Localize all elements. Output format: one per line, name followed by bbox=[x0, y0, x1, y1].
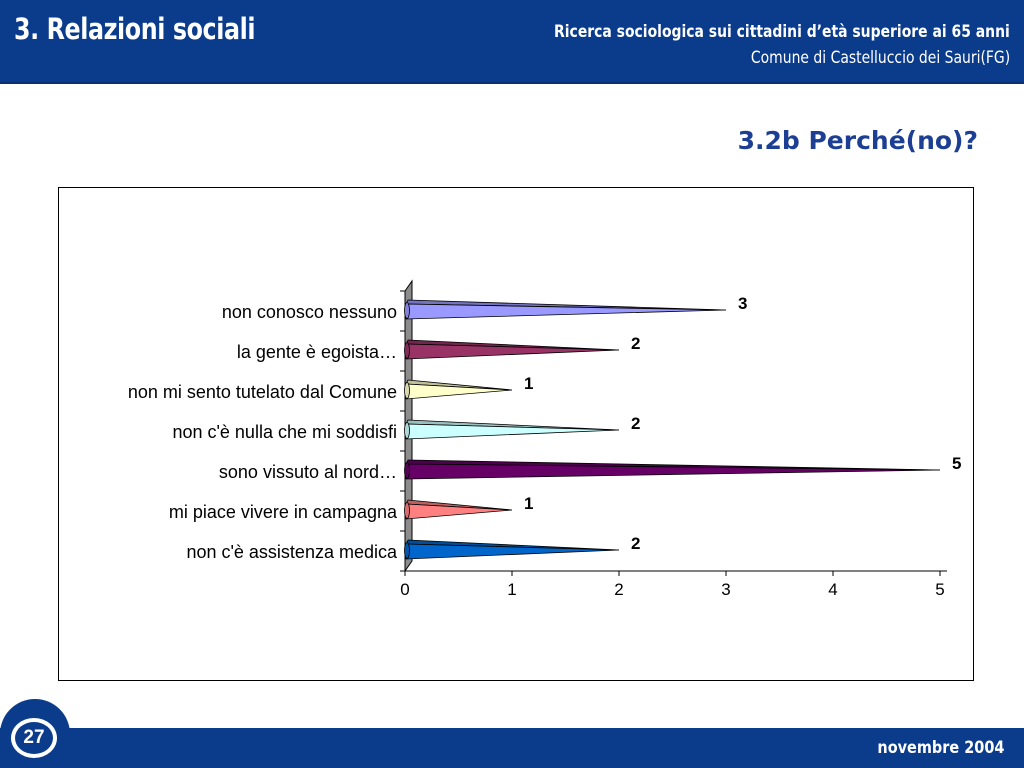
category-label: non mi sento tutelato dal Comune bbox=[128, 382, 397, 402]
x-tick-label: 1 bbox=[507, 580, 516, 599]
bar-base bbox=[404, 462, 410, 479]
x-tick-label: 4 bbox=[828, 580, 837, 599]
data-label: 1 bbox=[524, 374, 533, 393]
bar-base bbox=[404, 342, 410, 359]
footer-bar: novembre 2004 bbox=[0, 728, 1024, 768]
bar-base bbox=[404, 502, 410, 519]
category-label: sono vissuto al nord… bbox=[219, 462, 397, 482]
bar-base bbox=[404, 382, 410, 399]
category-label: non c'è nulla che mi soddisfi bbox=[172, 422, 397, 442]
data-label: 1 bbox=[524, 494, 533, 513]
data-label: 5 bbox=[952, 454, 961, 473]
category-label: non conosco nessuno bbox=[222, 302, 397, 322]
bar-base bbox=[404, 542, 410, 559]
x-tick-label: 5 bbox=[935, 580, 944, 599]
x-tick-label: 0 bbox=[400, 580, 409, 599]
bar-chart: 0 1 2 3 4 5 non conosco nessuno 3 la gente è ego… bbox=[128, 279, 961, 599]
data-label: 2 bbox=[631, 334, 640, 353]
header-subtitle-municipality: Comune di Castelluccio dei Sauri(FG) bbox=[750, 48, 1010, 68]
header-subtitle-research: Ricerca sociologica sui cittadini d’età … bbox=[554, 22, 1010, 42]
footer-date: novembre 2004 bbox=[876, 738, 1004, 758]
data-label: 2 bbox=[631, 534, 640, 553]
category-label: non c'è assistenza medica bbox=[186, 542, 398, 562]
category-label: mi piace vivere in campagna bbox=[169, 502, 398, 522]
page-number-disc bbox=[15, 722, 53, 754]
data-label: 2 bbox=[631, 414, 640, 433]
bar-base bbox=[404, 422, 410, 439]
data-label: 3 bbox=[738, 294, 747, 313]
page-number: 27 bbox=[23, 727, 45, 748]
header-bar: 3. Relazioni sociali Ricerca sociologica… bbox=[0, 0, 1024, 84]
x-tick-label: 3 bbox=[721, 580, 730, 599]
section-title: 3.2b Perché(no)? bbox=[737, 126, 978, 155]
header-title: 3. Relazioni sociali bbox=[14, 12, 256, 46]
chart-frame: 0 1 2 3 4 5 non conosco nessuno 3 la gente è ego… bbox=[58, 187, 974, 681]
x-tick-label: 2 bbox=[614, 580, 623, 599]
category-label: la gente è egoista… bbox=[237, 342, 397, 362]
bar-base bbox=[404, 302, 410, 319]
